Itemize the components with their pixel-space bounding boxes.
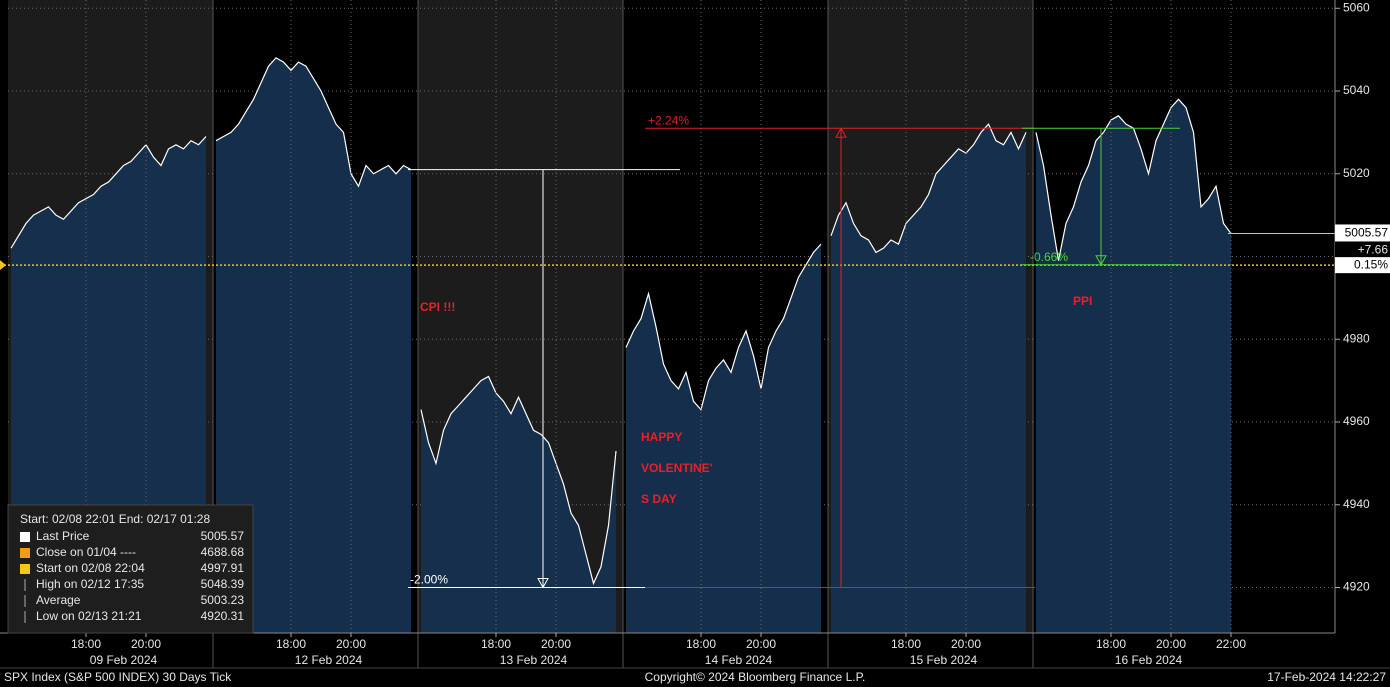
measure-arrowhead [835,127,847,138]
footer-left: SPX Index (S&P 500 INDEX) 30 Days Tick [4,670,232,684]
x-tick-label: 18:00 [686,637,716,651]
x-tick-label: 22:00 [1216,637,1246,651]
y-tick-label: 4980 [1343,331,1370,345]
annotation: PPI [1073,294,1092,308]
x-tick-label: 18:00 [71,637,101,651]
legend-swatch [20,532,30,542]
legend-value: 5003.23 [201,593,245,607]
price-line [625,243,822,411]
footer-center: Copyright© 2024 Bloomberg Finance L.P. [645,670,866,684]
x-tick-label: 20:00 [746,637,776,651]
legend-label: High on 02/12 17:35 [36,577,144,591]
x-tick-label: 20:00 [541,637,571,651]
annotation-line: HAPPY [641,430,682,444]
session-date: 14 Feb 2024 [705,653,773,667]
annotation-line: VOLENTINE' [641,461,713,475]
legend-label: Last Price [36,529,90,543]
reference-marker [0,260,6,271]
x-tick-label: 20:00 [1156,637,1186,651]
y-tick-label: 5040 [1343,83,1370,97]
legend-value: 5005.57 [201,529,245,543]
price-line [215,57,412,188]
x-tick-label: 20:00 [131,637,161,651]
session-date: 15 Feb 2024 [910,653,978,667]
legend-box [7,504,254,634]
legend-swatch [20,564,30,574]
legend-label: Close on 01/04 ---- [36,545,136,559]
legend-value: 4997.91 [201,561,245,575]
price-line [10,136,207,249]
price-area [421,376,616,633]
legend-label: Low on 02/13 21:21 [36,609,142,623]
session-date: 09 Feb 2024 [90,653,158,667]
last-price-value-box [1335,224,1390,242]
annotation: CPI !!! [420,300,455,314]
price-line [830,123,1027,254]
price-area [626,244,821,633]
y-tick-label: 4940 [1343,497,1370,511]
annotation-line: S DAY [641,492,677,506]
session-date: 16 Feb 2024 [1115,653,1183,667]
y-tick-label: 5060 [1343,0,1370,14]
price-area [1036,99,1231,634]
last-price-value: 5005.57 [1345,226,1389,240]
footer-right: 17-Feb-2024 14:22:27 [1267,670,1386,684]
measure-arrowhead [537,577,549,589]
x-tick-label: 20:00 [951,637,981,651]
y-tick-label: 5020 [1343,166,1370,180]
legend-label: Average [36,593,81,607]
legend-value: 4688.68 [201,545,245,559]
measure-label: +2.24% [648,113,689,127]
x-tick-label: 18:00 [1096,637,1126,651]
session-date: 12 Feb 2024 [295,653,363,667]
session-date: 13 Feb 2024 [500,653,568,667]
price-area [216,57,411,633]
x-tick-label: 18:00 [276,637,306,651]
legend-swatch [20,548,30,558]
measure-arrowhead [1095,255,1107,266]
y-tick-label: 4920 [1343,580,1370,594]
x-tick-label: 18:00 [891,637,921,651]
y-tick-label: 4960 [1343,414,1370,428]
legend-value: 5048.39 [201,577,245,591]
measure-label: -2.00% [410,573,448,587]
price-area [831,124,1026,633]
last-price-change: +7.66 [1358,243,1389,257]
x-tick-label: 18:00 [481,637,511,651]
legend-label: Start on 02/08 22:04 [36,561,145,575]
x-tick-label: 20:00 [336,637,366,651]
last-price-pct: 0.15% [1354,257,1388,271]
price-line [420,375,617,586]
last-price-pct-box [1335,257,1390,274]
measure-label: -0.66% [1030,250,1068,264]
legend-value: 4920.31 [201,609,245,623]
legend-header: Start: 02/08 22:01 End: 02/17 01:28 [20,512,210,526]
